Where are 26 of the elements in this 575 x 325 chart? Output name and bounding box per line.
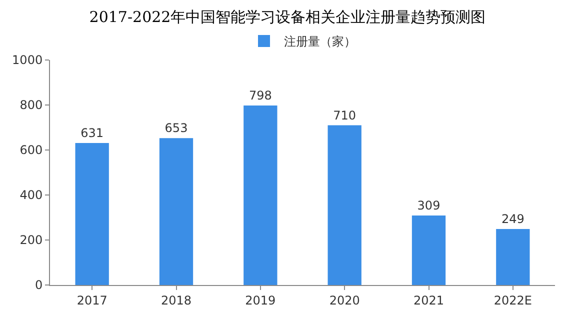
y-tick-label: 1000 [12,53,43,68]
bar [328,125,362,285]
y-tick-label: 0 [34,278,43,292]
legend-label: 注册量（家） [284,34,356,49]
data-label: 798 [248,88,272,102]
chart-title: 2017-2022年中国智能学习设备相关企业注册量趋势预测图 [89,8,486,26]
x-tick-label: 2017 [76,293,108,308]
bar [244,105,278,285]
y-tick-label: 400 [20,188,43,202]
data-label: 710 [333,108,356,122]
bar [75,143,109,285]
x-tick-label: 2018 [160,293,192,308]
data-label: 653 [164,121,188,136]
data-label: 309 [417,198,440,212]
x-tick-label: 2020 [329,293,360,308]
x-tick-label: 2019 [245,293,276,308]
x-tick-label: 2021 [413,293,444,308]
bar [159,138,194,285]
y-tick-label: 800 [20,98,43,112]
bar [412,215,446,285]
bar [496,228,530,285]
y-tick-label: 600 [20,143,43,158]
data-label: 631 [80,126,104,140]
data-label: 249 [501,212,524,226]
y-tick-label: 200 [20,233,43,248]
x-tick-label: 2022E [494,293,532,308]
